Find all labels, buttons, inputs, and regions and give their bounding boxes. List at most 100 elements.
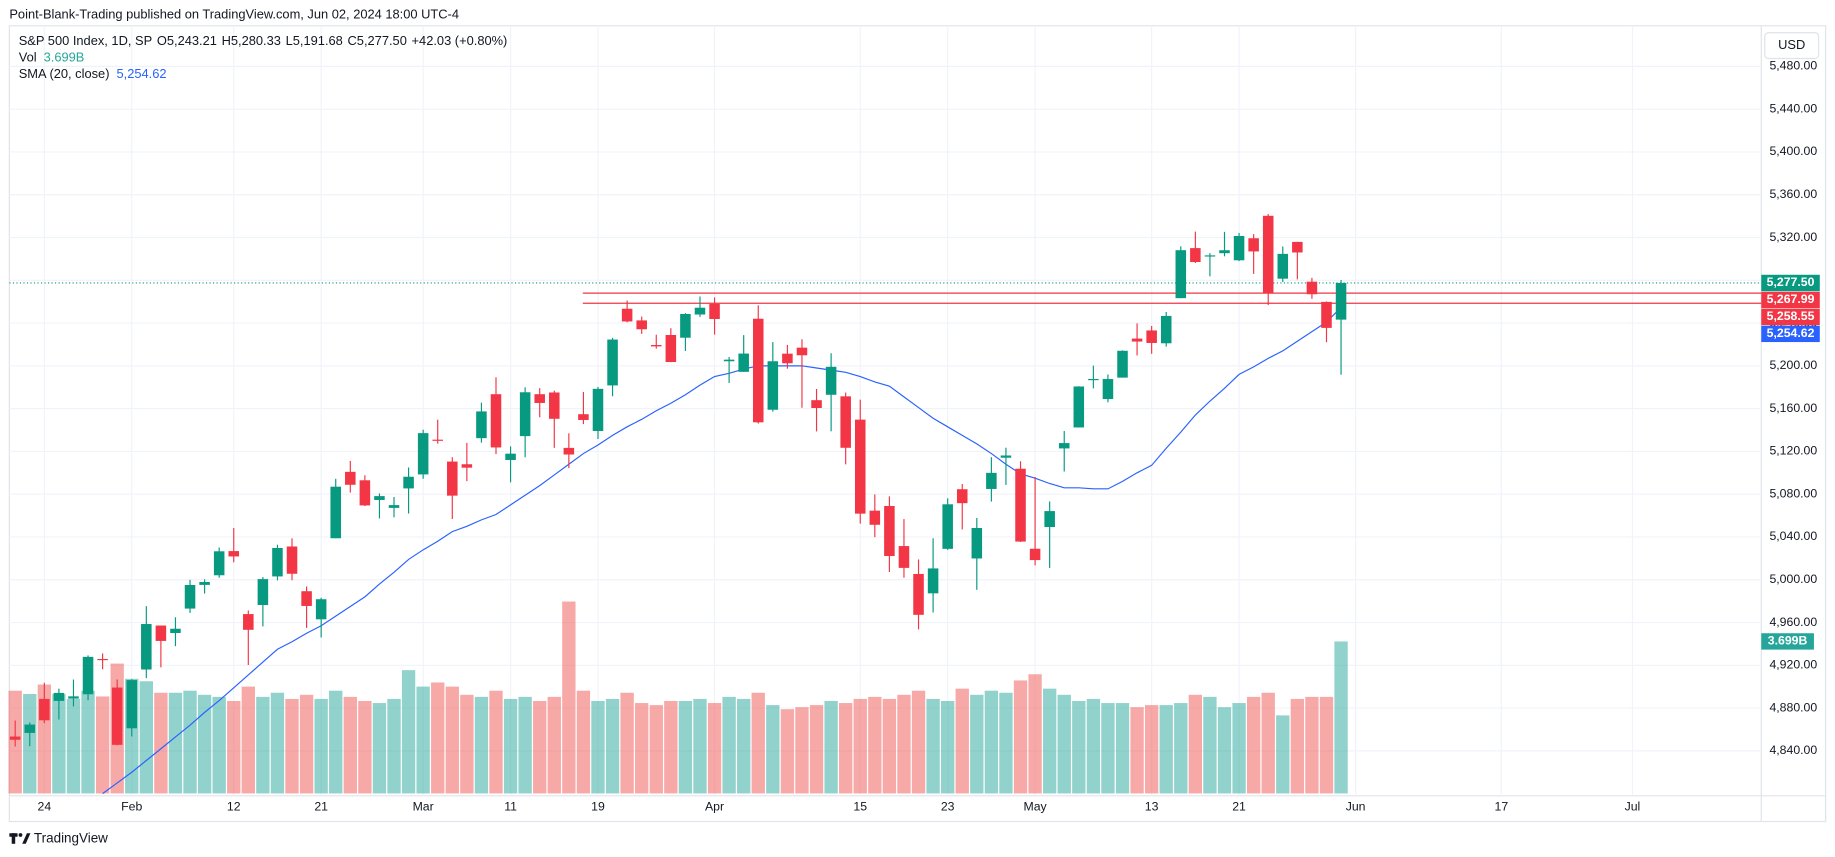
volume-bar — [299, 694, 314, 794]
candle-body — [170, 628, 181, 634]
candle-body — [519, 392, 531, 437]
volume-bar — [795, 707, 809, 794]
volume-bar — [1334, 641, 1348, 794]
volume-bar — [1101, 703, 1115, 794]
volume-bar — [620, 692, 634, 794]
candle-body — [651, 344, 662, 347]
candle-body — [257, 579, 269, 605]
candle-body — [1131, 338, 1143, 342]
candle-body — [709, 303, 720, 320]
candle-body — [534, 394, 545, 403]
volume-bar — [285, 698, 299, 794]
candle-body — [1146, 330, 1157, 343]
candle-body — [330, 486, 341, 539]
candle-body — [1277, 253, 1289, 279]
x-tick-label: 11 — [504, 800, 517, 814]
volume-bar — [343, 696, 357, 794]
price-tag-label: 5,267.99 — [1767, 292, 1815, 306]
candle-body — [476, 411, 487, 439]
volume-bar — [1276, 715, 1290, 794]
price-tag — [1761, 308, 1820, 326]
legend-sma: SMA (20, close) 5,254.62 — [19, 66, 167, 81]
candle-body — [1102, 379, 1114, 400]
y-tick-label: 4,920.00 — [1769, 658, 1817, 672]
candle-body — [432, 439, 443, 441]
volume-bar — [882, 698, 897, 794]
candle-body — [1117, 350, 1128, 378]
candle-body — [621, 308, 633, 322]
candle-body — [1306, 281, 1318, 295]
x-tick-label: 21 — [1232, 800, 1246, 814]
legend-close: C5,277.50 — [348, 34, 407, 49]
volume-bar — [824, 700, 838, 794]
volume-bar — [503, 698, 518, 794]
volume-bar — [1232, 703, 1246, 794]
brand: TradingView — [34, 831, 108, 846]
y-tick-label: 5,120.00 — [1769, 444, 1817, 458]
volume-bar — [1086, 698, 1101, 794]
volume-bar — [940, 700, 955, 794]
candle-body — [825, 366, 837, 395]
candle-body — [767, 361, 779, 410]
volume-bar — [1305, 696, 1319, 794]
publisher: Point-Blank-Trading published on Trading… — [9, 7, 459, 22]
y-tick-label: 4,880.00 — [1769, 700, 1817, 714]
currency[interactable]: USD — [1778, 37, 1805, 52]
x-tick-label: 12 — [227, 800, 241, 814]
volume-bar — [314, 698, 328, 794]
candle-body — [68, 696, 79, 699]
y-tick-label: 5,200.00 — [1769, 358, 1817, 372]
volume-bar — [81, 690, 95, 794]
volume-bar — [329, 690, 343, 794]
price-tag-label: 5,254.62 — [1767, 326, 1815, 340]
candle-body — [680, 313, 691, 338]
x-tick-label: 13 — [1145, 800, 1159, 814]
volume-bar — [241, 686, 255, 794]
volume-bar — [1028, 674, 1042, 794]
candle-body — [694, 307, 706, 315]
volume-bar — [1217, 707, 1232, 794]
volume-bar — [1261, 692, 1275, 794]
candle-body — [359, 480, 371, 506]
volume-bar — [474, 696, 489, 794]
volume-bar — [431, 682, 445, 794]
candle-body — [111, 687, 123, 745]
y-tick-label: 5,400.00 — [1769, 144, 1817, 158]
legend-open: O5,243.21 — [157, 34, 217, 49]
candle-body — [884, 505, 895, 557]
candle-body — [403, 476, 414, 489]
candle-body — [1335, 282, 1347, 320]
candle-body — [39, 698, 50, 721]
candle-body — [738, 353, 749, 372]
volume-bar — [52, 693, 66, 794]
candle-body — [505, 453, 516, 461]
candle-body — [1233, 236, 1245, 261]
candle-body — [53, 692, 65, 701]
volume-bar — [95, 696, 110, 794]
volume-bar — [1290, 698, 1305, 794]
logo-part — [11, 833, 16, 844]
volume-bar — [197, 694, 212, 794]
x-tick-label: Mar — [413, 800, 434, 814]
volume-bar — [139, 681, 153, 794]
legend-sma-name: SMA (20, close) — [19, 66, 110, 81]
volume-bar — [780, 709, 795, 794]
candle-body — [126, 680, 138, 729]
volume-bar — [999, 692, 1013, 794]
candle-body — [1058, 443, 1070, 449]
candle-body — [243, 614, 254, 630]
volume-bar — [911, 690, 926, 794]
plot: 4,840.00 4,880.00 4,920.00 4,960.00 5,000.00… — [8, 25, 1817, 814]
candle-body — [854, 419, 866, 514]
volume-bar — [897, 694, 911, 794]
logo-part — [22, 833, 31, 844]
volume-bar — [853, 698, 867, 794]
x-tick-label: 21 — [314, 800, 328, 814]
volume-bar — [605, 698, 620, 794]
volume-bar — [358, 700, 372, 794]
volume-bar — [154, 692, 168, 794]
candle-body — [942, 504, 953, 549]
price-tag — [1761, 325, 1820, 343]
currency-button[interactable] — [1764, 32, 1820, 60]
